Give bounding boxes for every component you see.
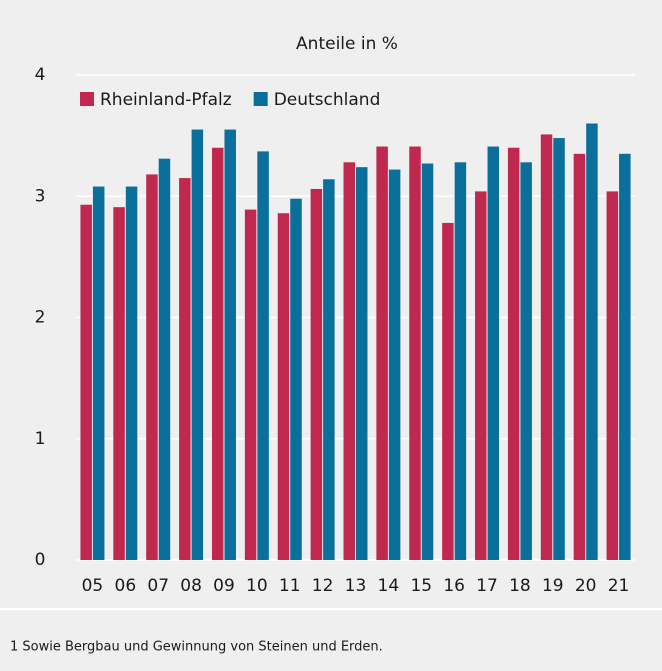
bar — [421, 163, 434, 560]
bar — [146, 174, 158, 561]
x-tick-label: 14 — [378, 576, 400, 596]
y-tick-label: 2 — [35, 308, 46, 328]
bar — [586, 123, 598, 560]
bar — [179, 178, 191, 560]
x-tick-label: 20 — [575, 576, 597, 596]
x-tick-label: 07 — [147, 576, 169, 596]
y-tick-label: 0 — [35, 550, 46, 570]
bar — [409, 146, 421, 560]
bar — [507, 147, 520, 560]
bar — [376, 146, 388, 560]
bar — [125, 186, 138, 561]
x-tick-label: 16 — [443, 576, 465, 596]
chart-title: Anteile in % — [296, 34, 398, 54]
bar — [487, 146, 500, 560]
x-tick-label: 13 — [345, 576, 367, 596]
x-tick-label: 09 — [213, 576, 235, 596]
x-tick-label: 12 — [312, 576, 334, 596]
x-tick-label: 10 — [246, 576, 268, 596]
bar — [244, 209, 257, 560]
legend-label: Deutschland — [274, 90, 381, 110]
y-tick-label: 1 — [35, 429, 46, 449]
x-tick-label: 06 — [115, 576, 137, 596]
bar — [356, 167, 368, 560]
x-tick-label: 19 — [542, 576, 564, 596]
x-tick-label: 17 — [476, 576, 498, 596]
footnote: 1 Sowie Bergbau und Gewinnung von Steine… — [10, 640, 383, 655]
bar — [442, 222, 454, 561]
bar — [92, 186, 105, 561]
bar — [553, 138, 565, 561]
bar — [191, 129, 204, 560]
bar — [343, 162, 355, 561]
legend-label: Rheinland-Pfalz — [100, 90, 232, 110]
bar — [257, 151, 269, 560]
x-tick-label: 08 — [180, 576, 202, 596]
legend-swatch — [253, 92, 268, 106]
bar — [454, 162, 467, 561]
bar — [113, 207, 125, 560]
x-tick-label: 15 — [410, 576, 432, 596]
x-tick-label: 18 — [509, 576, 531, 596]
x-tick-label: 21 — [608, 576, 630, 596]
bar — [606, 191, 619, 560]
bar — [619, 153, 631, 560]
bar — [310, 188, 323, 560]
bar — [540, 134, 553, 560]
bar — [573, 153, 586, 560]
y-tick-label: 3 — [35, 186, 46, 206]
bar — [323, 179, 335, 560]
bar — [80, 204, 92, 561]
bar — [388, 169, 401, 560]
bar — [224, 129, 236, 560]
x-tick-label: 11 — [279, 576, 301, 596]
y-tick-label: 4 — [35, 65, 46, 85]
bar — [158, 158, 171, 560]
bar — [211, 147, 224, 560]
bar — [277, 213, 290, 560]
x-tick-label: 05 — [82, 576, 104, 596]
legend-swatch — [80, 92, 94, 106]
bar — [520, 162, 532, 561]
bar — [290, 198, 302, 561]
bar — [475, 191, 487, 560]
